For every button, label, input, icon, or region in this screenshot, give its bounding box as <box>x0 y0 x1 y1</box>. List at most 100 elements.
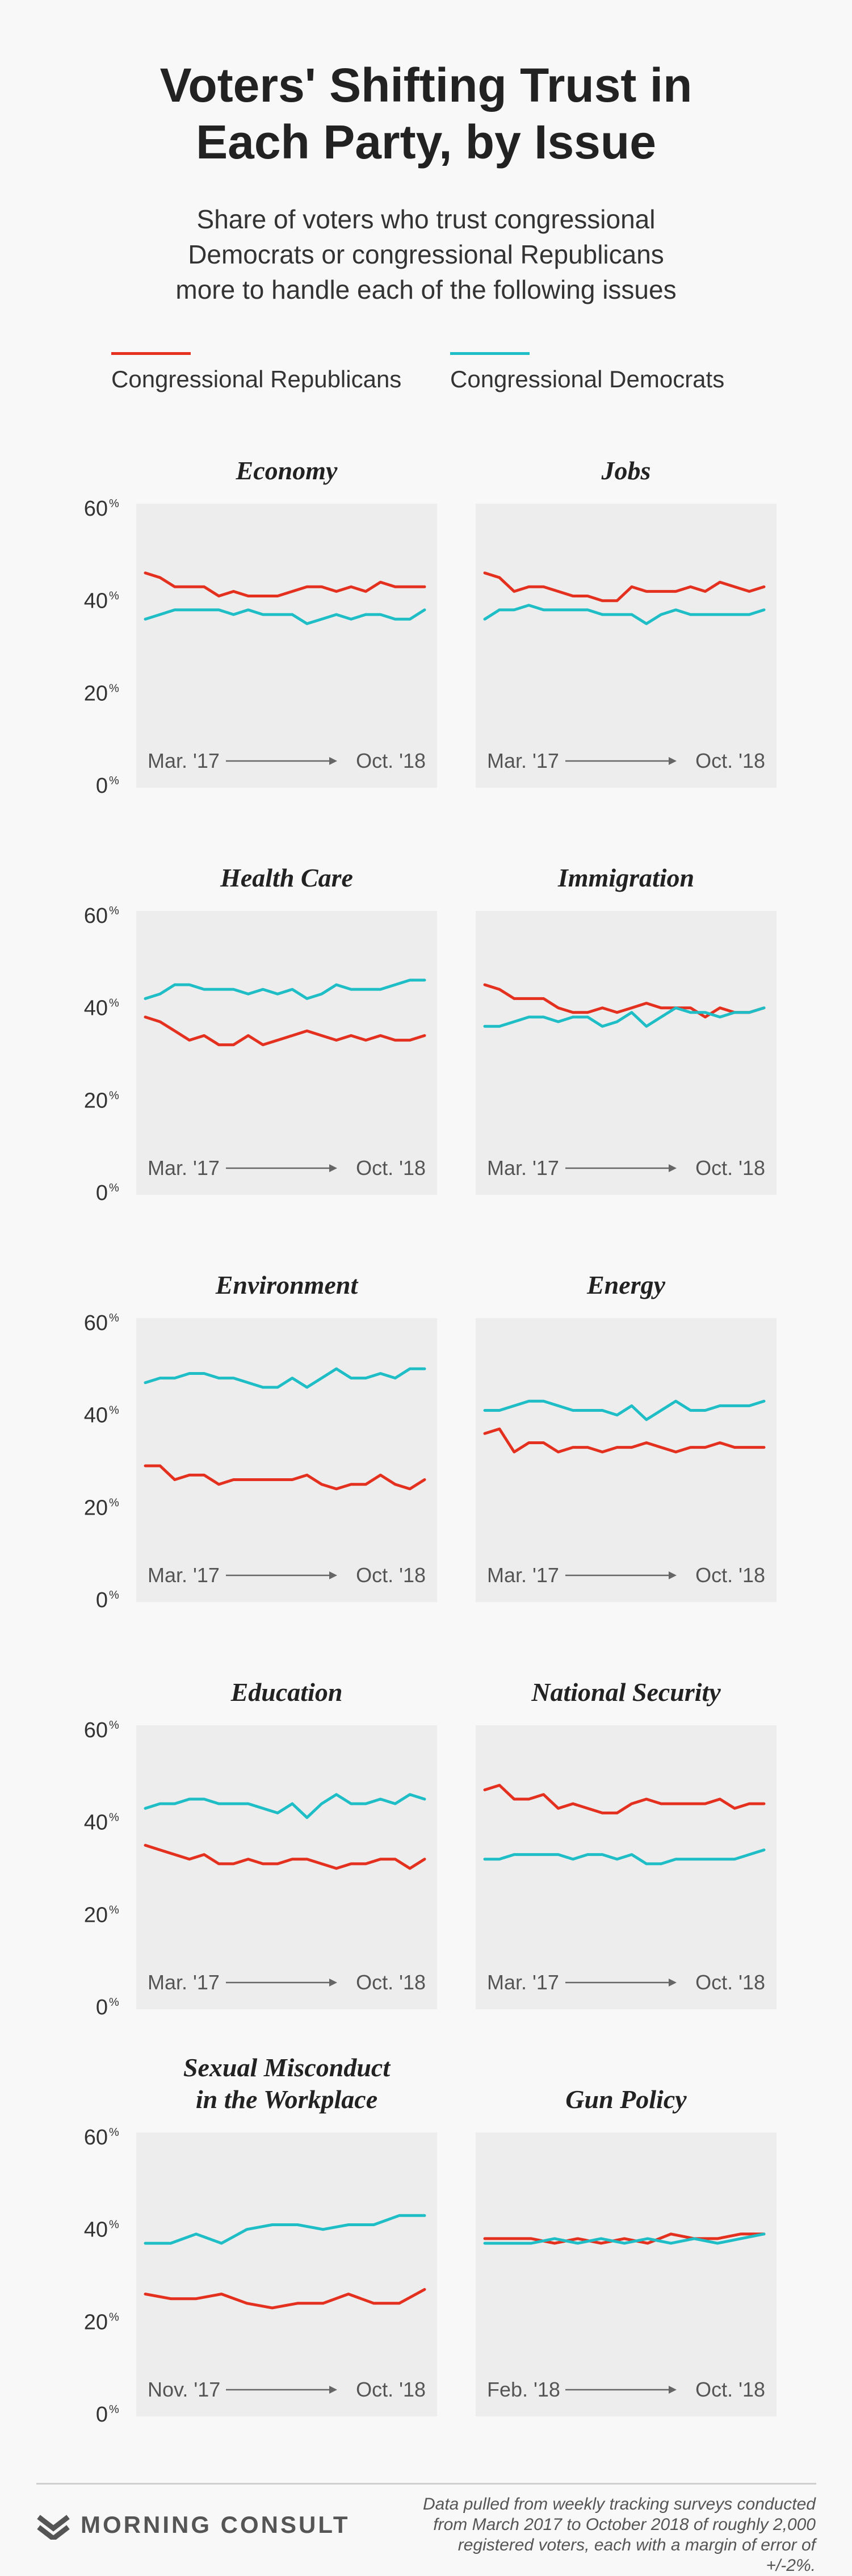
arrow-right-icon <box>669 1571 677 1579</box>
line-chart-gun-policy: Feb. '18 Oct. '18 <box>483 2232 766 2401</box>
line-chart-immigration: Mar. '17 Oct. '18 <box>483 983 766 1180</box>
source-note-line-3: registered voters, each with a margin of… <box>458 2536 816 2575</box>
arrow-right-icon <box>669 2386 677 2394</box>
period-end-label: Oct. '18 <box>695 1971 765 1994</box>
series-line-republicans <box>144 1464 426 1491</box>
panel-title-economy: Economy <box>136 455 437 487</box>
period-end-label: Oct. '18 <box>356 2378 426 2401</box>
series-line-republicans <box>483 983 766 1019</box>
panel-title-line-1: Education <box>230 1678 343 1707</box>
line-chart-jobs: Mar. '17 Oct. '18 <box>483 571 766 772</box>
y-tick-label: 40 <box>84 997 108 1021</box>
line-chart-national-security: Mar. '17 Oct. '18 <box>483 1784 766 1994</box>
line-chart-education: 60 %40 %20 %0 %Mar. '17 Oct. '18 <box>84 1718 426 2019</box>
period-start-label: Mar. '17 <box>487 1156 559 1180</box>
period-start-label: Mar. '17 <box>487 749 559 772</box>
panel-title-line-1: Gun Policy <box>565 2085 687 2114</box>
y-tick-label: 40 <box>84 589 108 613</box>
period-end-label: Oct. '18 <box>356 1971 426 1994</box>
y-tick-label: 40 <box>84 2218 108 2242</box>
panel-title-line-2: in the Workplace <box>195 2085 378 2114</box>
period-end-label: Oct. '18 <box>356 1563 426 1587</box>
period-start-label: Mar. '17 <box>148 1156 220 1180</box>
series-line-republicans <box>144 1843 426 1870</box>
y-tick-label: 20 <box>84 2310 108 2334</box>
y-tick-unit: % <box>109 1996 119 2009</box>
y-tick-label: 0 <box>96 774 108 798</box>
panel-title-line-1: Energy <box>587 1270 665 1299</box>
line-chart-environment: 60 %40 %20 %0 %Mar. '17 Oct. '18 <box>84 1311 426 1612</box>
source-note-line-2: from March 2017 to October 2018 of rough… <box>433 2515 816 2534</box>
series-line-republicans <box>144 571 426 597</box>
y-tick-unit: % <box>109 2126 119 2139</box>
plot-area-sexual-misconduct-in-the-workplace <box>136 2132 437 2416</box>
y-tick-unit: % <box>109 2219 119 2231</box>
y-tick-label: 0 <box>96 1588 108 1612</box>
plot-area-economy <box>136 504 437 788</box>
series-line-republicans <box>483 2232 766 2245</box>
plot-area-energy <box>476 1318 777 1602</box>
series-line-republicans <box>483 1784 766 1814</box>
footer-divider <box>36 2483 816 2485</box>
panel-title-line-1: Health Care <box>220 863 353 892</box>
panel-title-sexual-misconduct-in-the-workplace: Sexual Misconduct in the Workplace <box>136 2052 437 2115</box>
period-end-label: Oct. '18 <box>695 1156 765 1180</box>
y-tick-label: 60 <box>84 497 108 521</box>
y-tick-unit: % <box>109 2311 119 2323</box>
plot-area-health-care <box>136 911 437 1195</box>
plot-area-education <box>136 1725 437 2009</box>
y-tick-unit: % <box>109 1589 119 1601</box>
panel-title-line-1: Jobs <box>601 456 651 485</box>
brand-name: MORNING CONSULT <box>81 2511 350 2538</box>
line-chart-health-care: 60 %40 %20 %0 %Mar. '17 Oct. '18 <box>84 904 426 1205</box>
y-tick-unit: % <box>109 590 119 603</box>
arrow-right-icon <box>329 757 337 765</box>
panel-title-environment: Environment <box>136 1269 437 1301</box>
subtitle-line-2: Democrats or congressional Republicans <box>188 240 664 269</box>
arrow-right-icon <box>669 1164 677 1172</box>
y-tick-unit: % <box>109 497 119 510</box>
page-title: Voters' Shifting Trust in Each Party, by… <box>0 57 852 170</box>
chevron-logo-icon <box>37 2515 70 2540</box>
panel-title-energy: Energy <box>476 1269 777 1301</box>
arrow-right-icon <box>669 1979 677 1987</box>
plot-area-national-security <box>476 1725 777 2009</box>
series-line-democrats <box>483 604 766 625</box>
y-tick-unit: % <box>109 2403 119 2416</box>
series-line-republicans <box>483 1427 766 1454</box>
arrow-right-icon <box>329 2386 337 2394</box>
y-tick-label: 0 <box>96 2403 108 2427</box>
title-line-2: Each Party, by Issue <box>196 115 656 169</box>
y-tick-label: 0 <box>96 1996 108 2019</box>
panel-title-gun-policy: Gun Policy <box>476 2084 777 2115</box>
panel-title-immigration: Immigration <box>476 862 777 894</box>
legend-swatch-democrats <box>450 352 530 355</box>
title-line-1: Voters' Shifting Trust in <box>160 58 692 112</box>
panel-title-education: Education <box>136 1676 437 1708</box>
y-tick-unit: % <box>109 682 119 695</box>
period-start-label: Mar. '17 <box>487 1563 559 1587</box>
arrow-right-icon <box>329 1571 337 1579</box>
subtitle-line-3: more to handle each of the following iss… <box>175 275 677 304</box>
period-start-label: Mar. '17 <box>487 1971 559 1994</box>
period-end-label: Oct. '18 <box>695 749 765 772</box>
y-tick-label: 60 <box>84 904 108 928</box>
period-start-label: Mar. '17 <box>148 1563 220 1587</box>
series-line-democrats <box>144 2214 426 2245</box>
y-tick-unit: % <box>109 1312 119 1324</box>
y-tick-label: 20 <box>84 681 108 705</box>
y-tick-unit: % <box>109 1812 119 1824</box>
series-line-democrats <box>144 1367 426 1389</box>
arrow-right-icon <box>329 1164 337 1172</box>
y-tick-label: 20 <box>84 1496 108 1520</box>
legend-label-republicans: Congressional Republicans <box>111 366 402 392</box>
y-tick-unit: % <box>109 1904 119 1916</box>
y-tick-unit: % <box>109 1089 119 1102</box>
arrow-right-icon <box>329 1979 337 1987</box>
plot-area-environment <box>136 1318 437 1602</box>
series-line-republicans <box>144 2288 426 2310</box>
y-tick-unit: % <box>109 1719 119 1732</box>
subtitle-line-1: Share of voters who trust congressional <box>196 204 656 234</box>
plot-area-jobs <box>476 504 777 788</box>
panel-title-health-care: Health Care <box>136 862 437 894</box>
